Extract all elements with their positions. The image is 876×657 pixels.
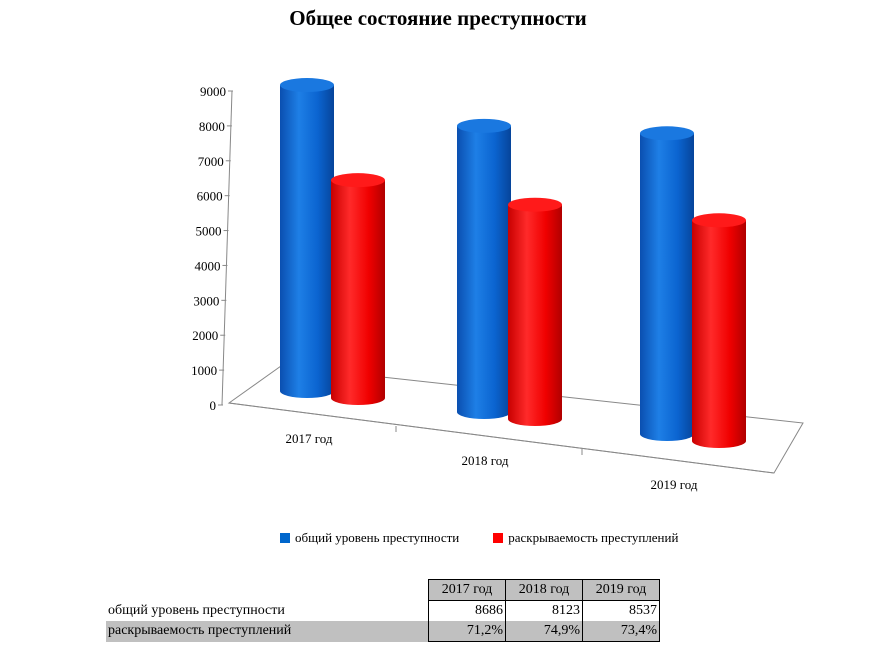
table-row-label: раскрываемость преступлений [106,621,429,642]
y-tick-label: 3000 [193,293,219,308]
x-axis-line [228,402,775,474]
y-tick-label: 8000 [199,119,225,134]
bars: 2017 год 2018 год 2019 год [280,78,746,492]
bar-solved-1 [508,204,562,426]
table-row: общий уровень преступности 8686 8123 853… [106,600,660,621]
table-cell: 8686 [428,600,506,621]
legend-item-total: общий уровень преступности [280,530,459,546]
y-tick-label: 5000 [196,224,222,239]
table-cell: 74,9% [505,621,583,642]
y-tick-label: 2000 [192,328,218,343]
bar-top-solved-2 [692,213,746,228]
chart-plot: 9000 8000 7000 6000 5000 4000 3000 2000 1000 0 20… [191,78,804,492]
legend-swatch-red [493,533,504,543]
data-table: 2017 год 2018 год 2019 год общий уровень… [106,579,660,642]
y-tick-label: 7000 [198,154,224,169]
y-tick-label: 6000 [197,189,223,204]
y-axis-line [221,90,233,406]
chart-title: Общее состояние преступности [289,6,587,30]
bar-total-1 [457,125,511,419]
table-header-row: 2017 год 2018 год 2019 год [106,579,660,601]
bar-top-total-2 [640,126,694,141]
bar-top-solved-1 [508,197,562,212]
table-header-cell: 2018 год [505,579,583,601]
table-cell: 8537 [582,600,660,621]
x-tick-label: 2018 год [462,453,509,468]
legend: общий уровень преступности раскрываемост… [280,530,678,546]
table-cell: 73,4% [582,621,660,642]
axes: 9000 8000 7000 6000 5000 4000 3000 2000 1000 0 [191,84,804,474]
legend-item-solved: раскрываемость преступлений [493,530,678,546]
table-cell: 8123 [505,600,583,621]
bar-total-2 [640,133,694,441]
bar-solved-0 [331,180,385,405]
legend-label-total: общий уровень преступности [295,530,460,545]
bar-total-0 [280,85,334,398]
bar-top-total-0 [280,78,334,93]
legend-swatch-blue [280,533,290,543]
y-tick-label: 0 [210,398,217,413]
table-cell: 71,2% [428,621,506,642]
legend-label-solved: раскрываемость преступлений [508,530,679,545]
table-corner [106,579,429,601]
y-tick-label: 4000 [194,258,220,273]
bar-top-total-1 [457,118,511,133]
x-tick-label: 2019 год [651,477,698,492]
table-row-label: общий уровень преступности [108,602,285,618]
bar-solved-2 [692,220,746,448]
y-tick-label: 1000 [191,363,217,378]
table-row: раскрываемость преступлений 71,2% 74,9% … [106,621,660,642]
table-header-cell: 2017 год [428,579,506,601]
y-tick-label: 9000 [200,84,226,99]
bar-top-solved-0 [331,173,385,188]
table-header-cell: 2019 год [582,579,660,601]
x-tick-label: 2017 год [286,431,333,446]
